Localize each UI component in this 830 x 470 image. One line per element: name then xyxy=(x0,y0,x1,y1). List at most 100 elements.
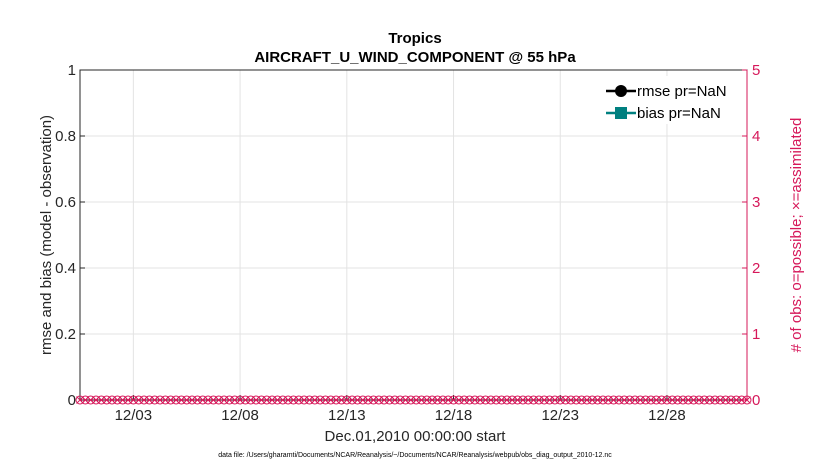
obs-possible-marker xyxy=(715,395,725,405)
obs-possible-marker xyxy=(187,395,197,405)
x-tick-label: 12/18 xyxy=(435,407,473,424)
chart-title: Tropics xyxy=(388,30,441,47)
obs-possible-marker xyxy=(144,395,154,405)
obs-possible-marker xyxy=(224,395,234,405)
obs-possible-marker xyxy=(523,395,533,405)
obs-possible-marker xyxy=(587,395,597,405)
y-tick-label: 0.8 xyxy=(55,128,76,145)
obs-possible-marker xyxy=(635,395,645,405)
obs-possible-marker xyxy=(230,395,240,405)
y2-tick-label: 3 xyxy=(752,194,760,211)
obs-possible-marker xyxy=(166,395,176,405)
obs-possible-marker xyxy=(678,395,688,405)
obs-possible-marker xyxy=(267,395,277,405)
obs-possible-marker xyxy=(326,395,336,405)
obs-possible-marker xyxy=(352,395,362,405)
y2-axis-label: # of obs: o=possible; ×=assimilated xyxy=(788,118,805,353)
obs-possible-marker xyxy=(379,395,389,405)
obs-possible-marker xyxy=(710,395,720,405)
obs-possible-marker xyxy=(390,395,400,405)
obs-possible-marker xyxy=(699,395,709,405)
legend-rmse-marker xyxy=(615,85,627,97)
obs-possible-marker xyxy=(160,395,170,405)
y-tick-label: 0.2 xyxy=(55,326,76,343)
obs-possible-marker xyxy=(214,395,224,405)
obs-possible-marker xyxy=(299,395,309,405)
obs-possible-marker xyxy=(235,395,245,405)
obs-possible-marker xyxy=(150,395,160,405)
obs-possible-marker xyxy=(497,395,507,405)
obs-possible-marker xyxy=(304,395,314,405)
obs-possible-marker xyxy=(262,395,272,405)
x-tick-label: 12/13 xyxy=(328,407,366,424)
obs-assimilated-marker xyxy=(743,396,751,404)
obs-possible-marker xyxy=(539,395,549,405)
obs-possible-marker xyxy=(694,395,704,405)
y-tick-label: 0.4 xyxy=(55,260,76,277)
obs-possible-marker xyxy=(705,395,715,405)
y2-tick-label: 1 xyxy=(752,326,760,343)
obs-possible-marker xyxy=(625,395,635,405)
obs-possible-marker xyxy=(368,395,378,405)
obs-possible-marker xyxy=(662,395,672,405)
obs-possible-marker xyxy=(433,395,443,405)
obs-possible-marker xyxy=(192,395,202,405)
x-tick-label: 12/23 xyxy=(541,407,579,424)
obs-possible-marker xyxy=(683,395,693,405)
obs-possible-marker xyxy=(283,395,293,405)
x-tick-label: 12/03 xyxy=(115,407,153,424)
x-tick-label: 12/08 xyxy=(221,407,259,424)
chart-subtitle: AIRCRAFT_U_WIND_COMPONENT @ 55 hPa xyxy=(254,49,576,66)
obs-possible-marker xyxy=(582,395,592,405)
x-tick-label: 12/28 xyxy=(648,407,686,424)
legend-rmse-label: rmse pr=NaN xyxy=(637,83,727,100)
obs-possible-marker xyxy=(128,395,138,405)
obs-possible-marker xyxy=(198,395,208,405)
obs-possible-marker xyxy=(577,395,587,405)
legend-bias-marker xyxy=(615,107,627,119)
obs-possible-marker xyxy=(358,395,368,405)
obs-possible-marker xyxy=(641,395,651,405)
obs-possible-marker xyxy=(422,395,432,405)
obs-possible-marker xyxy=(112,395,122,405)
obs-possible-marker xyxy=(336,395,346,405)
y2-tick-label: 0 xyxy=(752,392,760,409)
obs-possible-marker xyxy=(80,395,90,405)
y2-tick-label: 2 xyxy=(752,260,760,277)
obs-possible-marker xyxy=(518,395,528,405)
x-axis-label: Dec.01,2010 00:00:00 start xyxy=(325,428,507,445)
legend-bias-label: bias pr=NaN xyxy=(637,105,721,122)
obs-possible-marker xyxy=(689,395,699,405)
obs-possible-marker xyxy=(721,395,731,405)
obs-possible-marker xyxy=(134,395,144,405)
obs-possible-marker xyxy=(400,395,410,405)
obs-possible-marker xyxy=(406,395,416,405)
obs-possible-marker xyxy=(203,395,213,405)
grid-lines xyxy=(80,70,747,400)
footnote: data file: /Users/gharamti/Documents/NCA… xyxy=(218,452,612,459)
obs-possible-marker xyxy=(240,395,250,405)
y-tick-label: 1 xyxy=(68,62,76,79)
obs-possible-marker xyxy=(481,395,491,405)
obs-possible-marker xyxy=(507,395,517,405)
obs-possible-marker xyxy=(320,395,330,405)
obs-possible-marker xyxy=(155,395,165,405)
obs-possible-marker xyxy=(75,395,85,405)
obs-possible-marker xyxy=(465,395,475,405)
obs-possible-marker xyxy=(102,395,112,405)
obs-possible-marker xyxy=(737,395,747,405)
obs-possible-marker xyxy=(646,395,656,405)
obs-possible-marker xyxy=(513,395,523,405)
legend: rmse pr=NaN bias pr=NaN xyxy=(599,76,743,124)
obs-possible-marker xyxy=(667,395,677,405)
obs-possible-marker xyxy=(742,395,752,405)
left-axis-ticks: 0 0.2 0.4 0.6 0.8 1 xyxy=(55,62,85,409)
obs-possible-marker xyxy=(491,395,501,405)
obs-possible-marker xyxy=(545,395,555,405)
obs-possible-marker xyxy=(502,395,512,405)
obs-possible-marker xyxy=(593,395,603,405)
obs-possible-marker xyxy=(427,395,437,405)
y2-tick-label: 4 xyxy=(752,128,760,145)
obs-possible-marker xyxy=(374,395,384,405)
